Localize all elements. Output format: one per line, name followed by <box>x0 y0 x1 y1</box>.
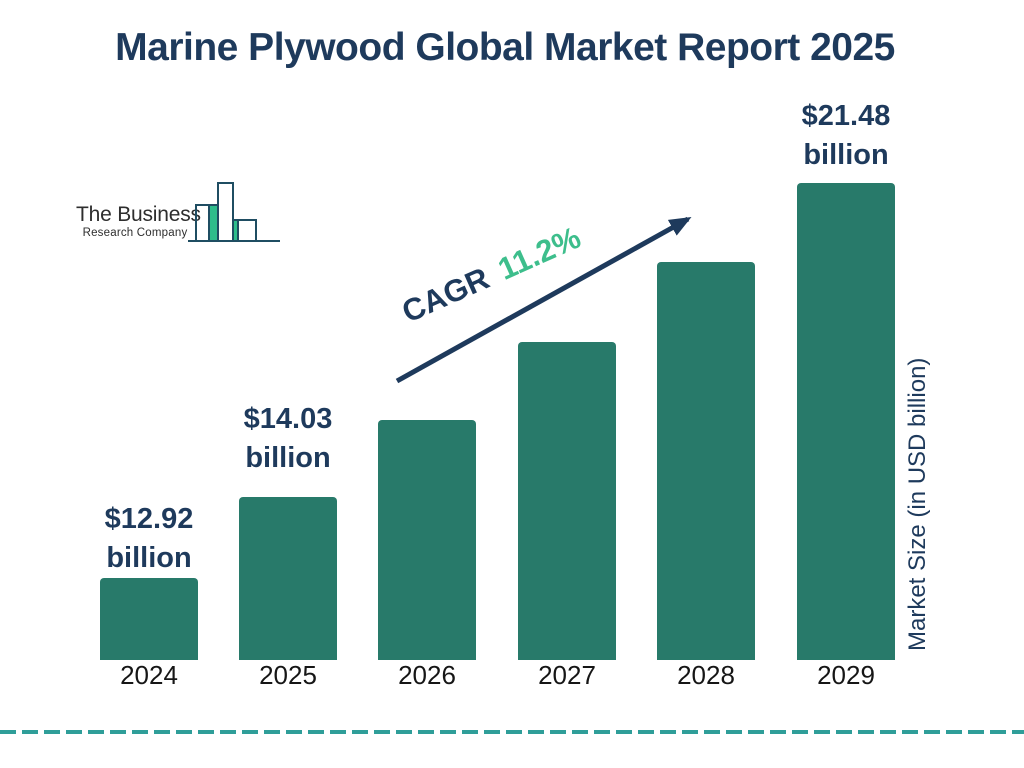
page-title: Marine Plywood Global Market Report 2025 <box>115 26 895 69</box>
bar-2025 <box>239 497 337 660</box>
logo-text-line1: The Business <box>76 203 201 226</box>
cagr-label: CAGR11.2% <box>397 220 587 331</box>
cagr-value: 11.2% <box>492 219 586 287</box>
bar-2028 <box>657 262 755 660</box>
x-tick-2024: 2024 <box>120 660 178 690</box>
logo-text: The Business Research Company <box>76 203 201 239</box>
cagr-prefix: CAGR <box>396 260 495 330</box>
x-tick-2028: 2028 <box>677 660 735 690</box>
bar-2027 <box>518 342 616 660</box>
x-tick-2026: 2026 <box>398 660 456 690</box>
x-tick-2027: 2027 <box>538 660 596 690</box>
bar-2026 <box>378 420 476 660</box>
logo-text-line2: Research Company <box>82 227 188 239</box>
x-tick-2025: 2025 <box>259 660 317 690</box>
value-label-2024: $12.92 billion <box>104 503 194 574</box>
x-tick-2029: 2029 <box>817 660 875 690</box>
bar-2024 <box>100 578 198 660</box>
bottom-dashed-line <box>0 730 1024 734</box>
y-axis-label: Market Size (in USD billion) <box>904 357 931 651</box>
value-label-2025: $14.03 billion <box>243 403 333 474</box>
bar-chart-logo-icon <box>188 182 280 242</box>
bar-2029 <box>797 183 895 660</box>
value-label-2029: $21.48 billion <box>801 100 891 171</box>
